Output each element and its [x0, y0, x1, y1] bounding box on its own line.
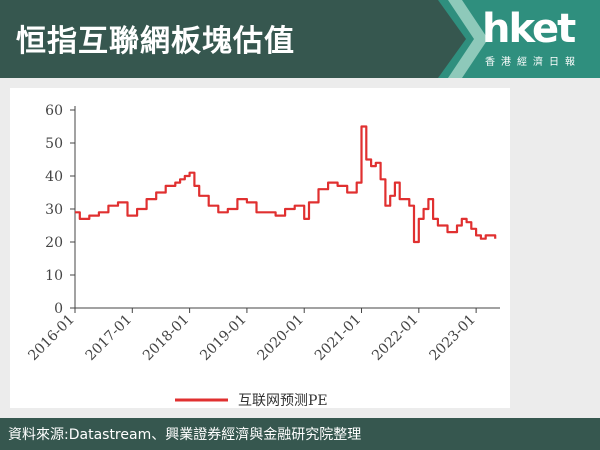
legend-label: 互联网预测PE — [238, 393, 328, 408]
footer-bar: 資料來源:Datastream、興業證券經濟與金融研究院整理 — [0, 418, 600, 450]
x-tick-label: 2023-01 — [426, 312, 478, 364]
chart-panel: 0 10 20 30 40 50 60 2016-01 2017-01 2018-01 2019-0… — [10, 88, 510, 409]
x-tick-label: 2021-01 — [312, 312, 364, 364]
line-chart: 0 10 20 30 40 50 60 2016-01 2017-01 2018-01 2019-0… — [25, 103, 500, 409]
hket-logo: hket 香港經濟日報 — [438, 0, 600, 78]
chart-area: 0 10 20 30 40 50 60 2016-01 2017-01 2018-01 2019-0… — [0, 78, 600, 418]
header-bar: 恒指互聯網板塊估值 hket 香港經濟日報 — [0, 0, 600, 78]
x-tick-label: 2018-01 — [140, 312, 192, 364]
y-tick-label: 20 — [45, 235, 63, 251]
x-tick-label: 2016-01 — [25, 312, 77, 364]
source-note: 資料來源:Datastream、興業證券經濟與金融研究院整理 — [8, 427, 362, 443]
series-line — [75, 125, 497, 244]
y-tick-label: 60 — [45, 103, 63, 119]
x-tick-label: 2019-01 — [197, 312, 249, 364]
x-tick-label: 2022-01 — [369, 312, 421, 364]
x-tick-label: 2020-01 — [255, 312, 307, 364]
y-tick-label: 30 — [45, 202, 63, 218]
logo-background-icon — [438, 0, 600, 78]
logo-text: hket — [482, 6, 576, 52]
y-tick-label: 40 — [45, 169, 63, 185]
page-title: 恒指互聯網板塊估值 — [16, 24, 295, 59]
y-tick-label: 10 — [45, 268, 63, 284]
x-tick-label: 2017-01 — [83, 312, 135, 364]
y-tick-label: 0 — [54, 301, 63, 317]
y-tick-label: 50 — [45, 136, 63, 152]
logo-subtitle: 香港經濟日報 — [485, 57, 581, 68]
